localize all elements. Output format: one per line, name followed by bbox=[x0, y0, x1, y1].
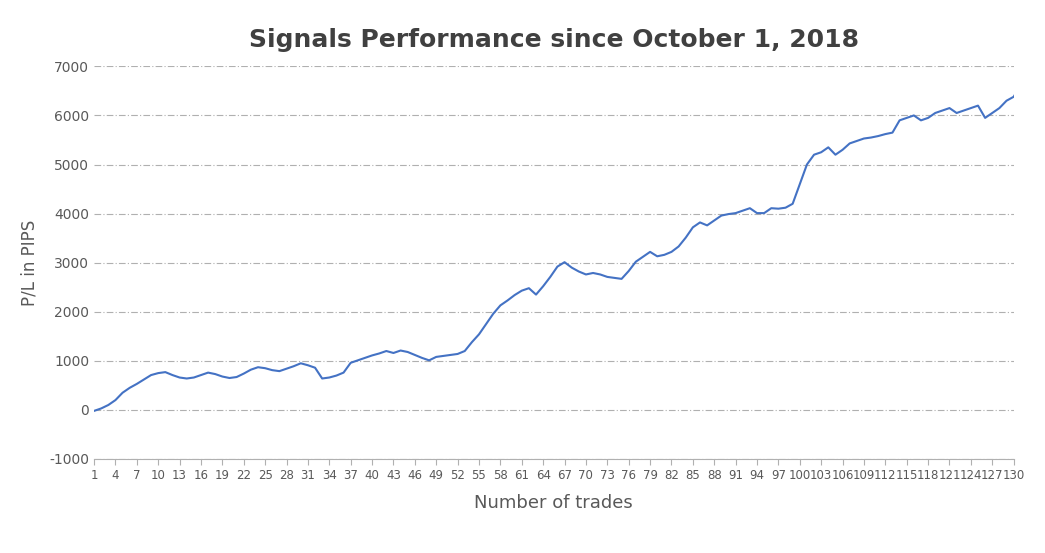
X-axis label: Number of trades: Number of trades bbox=[474, 493, 633, 512]
Title: Signals Performance since October 1, 2018: Signals Performance since October 1, 201… bbox=[249, 28, 859, 52]
Y-axis label: P/L in PIPS: P/L in PIPS bbox=[20, 220, 38, 306]
